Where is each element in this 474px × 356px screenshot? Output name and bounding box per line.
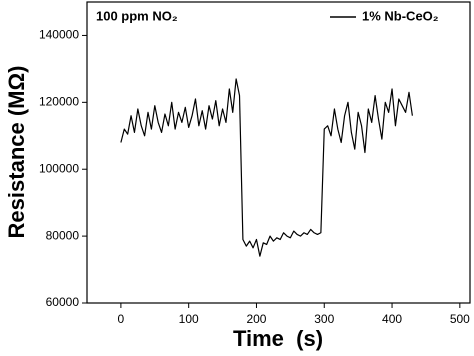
x-axis-label: Time (s): [233, 326, 323, 351]
x-tick-label: 0: [118, 312, 125, 326]
y-tick-label: 60000: [46, 295, 80, 309]
x-tick-label: 500: [450, 312, 470, 326]
y-tick-label: 140000: [39, 28, 79, 42]
legend-label: 1% Nb-CeO₂: [362, 8, 439, 23]
x-tick-label: 100: [179, 312, 199, 326]
y-tick-label: 100000: [39, 161, 79, 175]
x-tick-label: 200: [246, 312, 266, 326]
y-tick-label: 80000: [46, 228, 80, 242]
y-tick-label: 120000: [39, 95, 79, 109]
x-tick-label: 400: [382, 312, 402, 326]
x-tick-label: 300: [314, 312, 334, 326]
data-line: [120, 78, 413, 257]
y-axis-label: Resistance (MΩ): [4, 66, 29, 239]
plot-frame: [86, 1, 471, 304]
annotation: 100 ppm NO₂: [96, 8, 178, 23]
